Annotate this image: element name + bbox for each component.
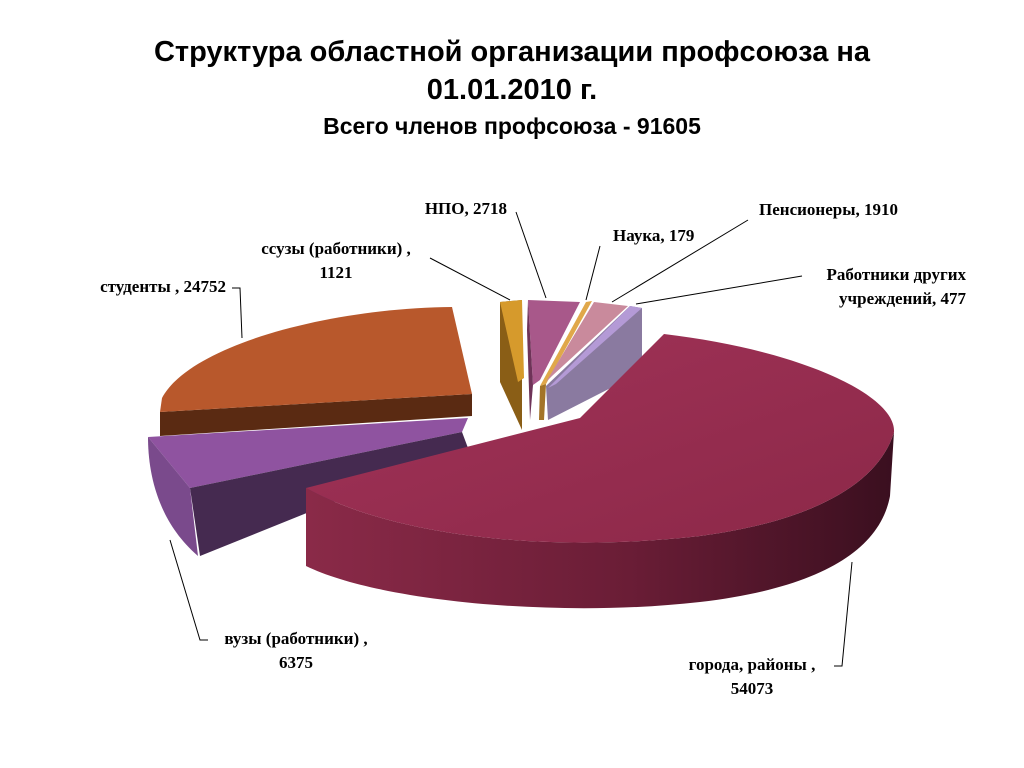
leader-lines	[169, 211, 853, 667]
leader-nauka	[585, 245, 601, 301]
label-goroda-line1: города, районы ,	[689, 655, 816, 674]
label-npo: НПО, 2718	[425, 199, 507, 218]
leader-pensionery	[611, 219, 749, 303]
chart-title-line1: Структура областной организации профсоюз…	[153, 36, 871, 68]
leader-npo	[515, 211, 547, 299]
leader-ssuzy	[429, 257, 511, 301]
leader-drugie	[635, 275, 803, 305]
label-drugie-line1: Работники других	[826, 265, 966, 284]
slice-studenty-side	[160, 394, 472, 436]
slice-ssuzy-top	[500, 300, 524, 382]
label-pensionery: Пенсионеры, 1910	[759, 200, 898, 219]
label-ssuzy-line2: 1121	[319, 263, 352, 282]
slice-goroda	[306, 334, 895, 609]
slice-studenty-top	[160, 307, 472, 412]
slice-npo-side	[527, 300, 533, 420]
label-vuzy-line1: вузы (работники) ,	[224, 629, 367, 648]
label-nauka: Наука, 179	[613, 226, 694, 245]
slice-drugie-top	[548, 306, 642, 388]
slice-npo	[527, 300, 580, 420]
chart-title-line2: 01.01.2010 г.	[426, 74, 598, 106]
slice-vuzy-top	[148, 418, 468, 488]
slice-pensionery-top	[546, 302, 628, 382]
slice-pensionery	[546, 302, 628, 382]
label-drugie-line2: учреждений, 477	[839, 289, 966, 308]
slice-drugie-side	[546, 306, 642, 420]
slice-nauka-top	[540, 301, 592, 386]
data-labels: НПО, 2718 Наука, 179 Пенсионеры, 1910 Ра…	[100, 199, 966, 698]
slice-ssuzy	[500, 300, 524, 430]
slice-vuzy-outer	[148, 437, 198, 556]
leader-goroda	[834, 561, 853, 667]
label-ssuzy-line1: ссузы (работники) ,	[261, 239, 411, 258]
slice-npo-top	[528, 300, 580, 385]
label-studenty: студенты , 24752	[100, 277, 226, 296]
slice-nauka	[539, 301, 592, 420]
slice-goroda-side	[306, 432, 894, 609]
slice-goroda-top	[306, 334, 895, 543]
chart-subtitle: Всего членов профсоюза - 91605	[323, 113, 701, 139]
leader-studenty	[232, 287, 243, 339]
slice-drugie	[546, 306, 642, 420]
slice-studenty	[160, 307, 472, 436]
label-vuzy-line2: 6375	[279, 653, 313, 672]
label-goroda-line2: 54073	[731, 679, 774, 698]
slice-nauka-side	[539, 384, 546, 420]
leader-vuzy	[169, 539, 208, 641]
